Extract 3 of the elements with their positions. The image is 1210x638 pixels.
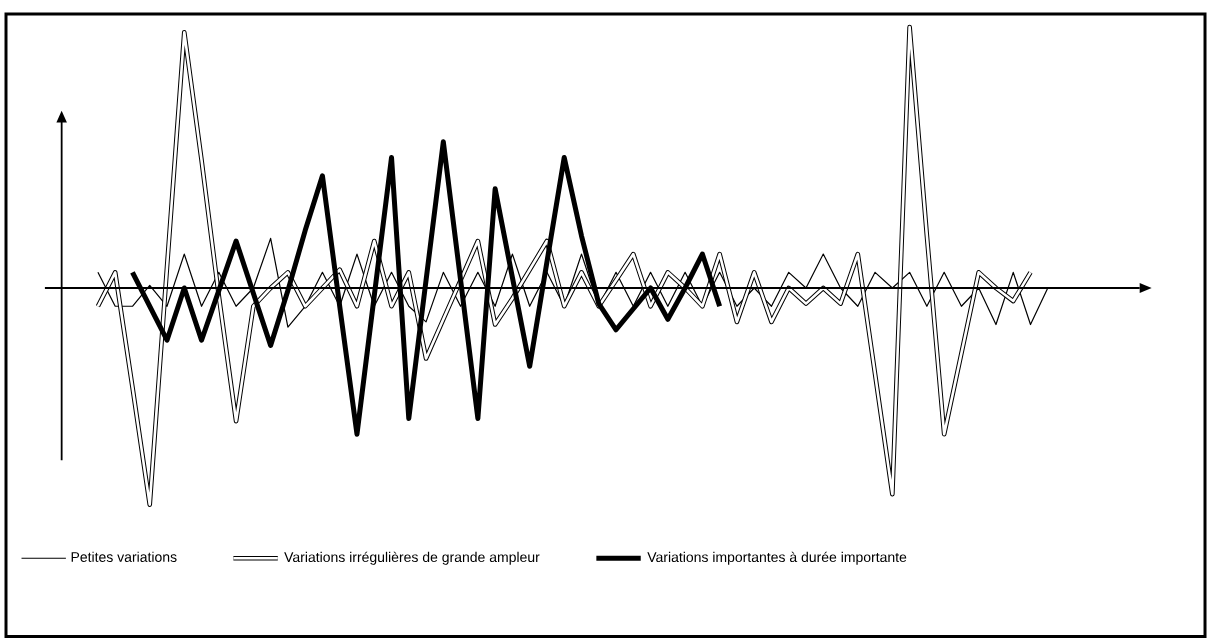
legend-label: Petites variations — [71, 551, 177, 562]
legend-label: Variations importantes à durée importante — [647, 551, 907, 565]
legend-label: Variations irrégulières de grande ampleur — [284, 551, 540, 565]
